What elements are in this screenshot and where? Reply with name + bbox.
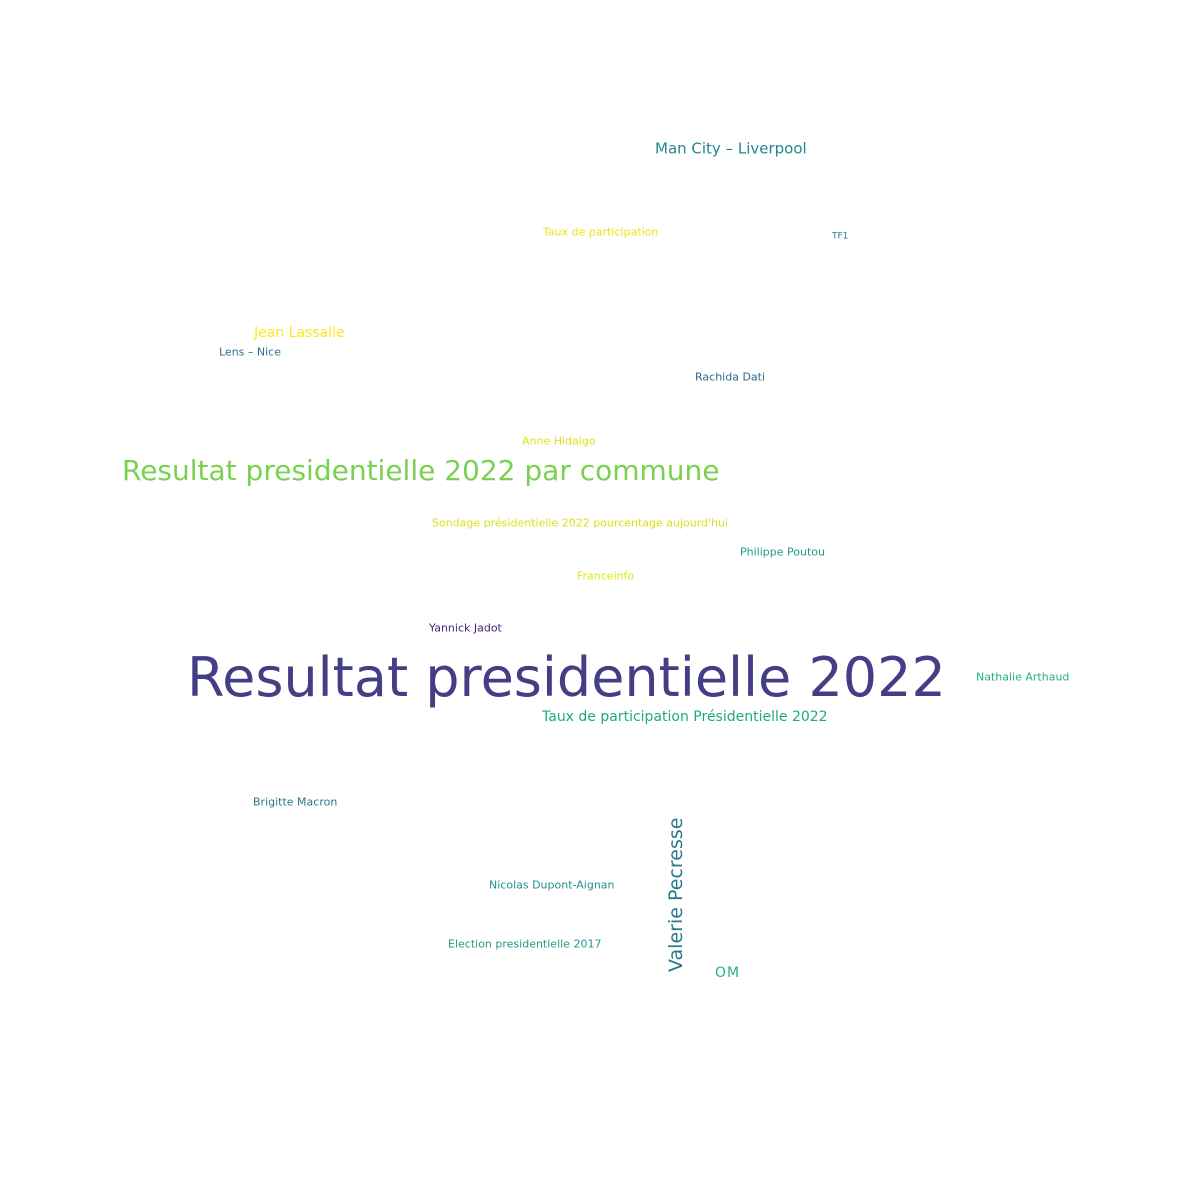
word-om: OM bbox=[715, 965, 741, 981]
word-brigitte-macron: Brigitte Macron bbox=[253, 795, 338, 809]
word-nicolas-dupont-aignan: Nicolas Dupont-Aignan bbox=[489, 878, 615, 892]
word-valerie-pecresse: Valerie Pecresse bbox=[665, 817, 687, 972]
word-nathalie-arthaud: Nathalie Arthaud bbox=[976, 670, 1070, 684]
word-philippe-poutou: Philippe Poutou bbox=[740, 545, 825, 559]
word-jean-lassalle: Jean Lassalle bbox=[254, 325, 345, 341]
word-sondage-presidentielle-2022: Sondage présidentielle 2022 pourcentage … bbox=[432, 516, 729, 530]
word-taux-de-participation: Taux de participation bbox=[543, 225, 659, 239]
word-tf1: TF1 bbox=[832, 231, 849, 242]
word-anne-hidalgo: Anne Hidalgo bbox=[522, 434, 596, 448]
word-taux-de-participation-presidentielle-2022: Taux de participation Présidentielle 202… bbox=[542, 709, 828, 725]
word-rachida-dati: Rachida Dati bbox=[695, 370, 766, 384]
word-yannick-jadot: Yannick Jadot bbox=[429, 621, 502, 635]
word-man-city-liverpool: Man City – Liverpool bbox=[655, 139, 807, 158]
word-lens-nice: Lens – Nice bbox=[219, 345, 281, 359]
word-election-presidentielle-2017: Election presidentielle 2017 bbox=[448, 937, 602, 951]
word-resultat-presidentielle-2022-par-commune: Resultat presidentielle 2022 par commune bbox=[122, 454, 720, 487]
word-resultat-presidentielle-2022: Resultat presidentielle 2022 bbox=[187, 646, 946, 709]
word-franceinfo: Franceinfo bbox=[577, 569, 635, 583]
